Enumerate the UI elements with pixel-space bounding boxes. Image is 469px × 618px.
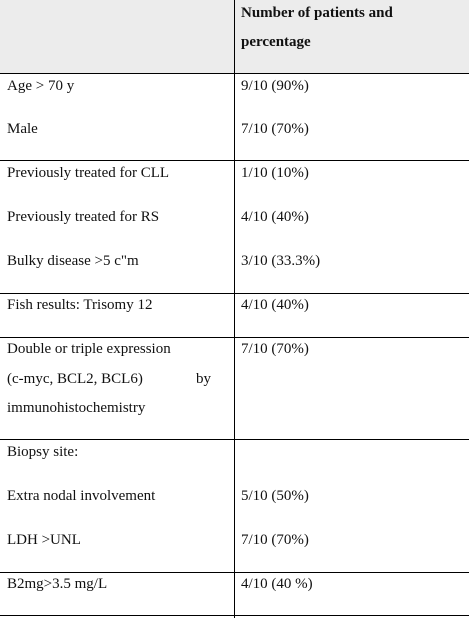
row-divider xyxy=(0,293,469,294)
column-divider xyxy=(234,0,235,618)
row-value-age: 9/10 (90%) xyxy=(241,78,309,94)
row-value-bulky: 3/10 (33.3%) xyxy=(241,253,321,269)
header-label-line2: percentage xyxy=(241,34,311,50)
row-value-ldh: 7/10 (70%) xyxy=(241,532,309,548)
row-divider xyxy=(0,160,469,161)
header-label-line1: Number of patients and xyxy=(241,5,393,21)
row-value-b2mg: 4/10 (40 %) xyxy=(241,576,313,592)
row-label-prev-rs: Previously treated for RS xyxy=(7,209,160,225)
row-divider xyxy=(0,73,469,74)
row-label-age: Age > 70 y xyxy=(7,78,75,94)
row-value-prev-rs: 4/10 (40%) xyxy=(241,209,309,225)
row-label-ldh: LDH >UNL xyxy=(7,532,81,548)
row-value-male: 7/10 (70%) xyxy=(241,121,309,137)
row-label-double-line2: (c-myc, BCL2, BCL6) by xyxy=(7,370,211,388)
row-label-double-by: by xyxy=(196,371,211,387)
row-label-biopsy: Biopsy site: xyxy=(7,444,79,460)
row-label-fish: Fish results: Trisomy 12 xyxy=(7,297,153,313)
row-value-extranodal: 5/10 (50%) xyxy=(241,488,309,504)
row-divider xyxy=(0,439,469,440)
row-value-double: 7/10 (70%) xyxy=(241,341,309,357)
row-label-prev-cll: Previously treated for CLL xyxy=(7,165,170,181)
row-label-double-line3: immunohistochemistry xyxy=(7,400,146,416)
row-divider xyxy=(0,572,469,573)
row-label-bulky: Bulky disease >5 c"m xyxy=(7,253,139,269)
row-divider xyxy=(0,615,469,616)
row-label-b2mg: B2mg>3.5 mg/L xyxy=(7,576,108,592)
row-label-extranodal: Extra nodal involvement xyxy=(7,488,156,504)
row-label-male: Male xyxy=(7,121,38,137)
row-label-double-markers: (c-myc, BCL2, BCL6) xyxy=(7,371,143,387)
row-value-prev-cll: 1/10 (10%) xyxy=(241,165,309,181)
row-divider xyxy=(0,337,469,338)
row-value-fish: 4/10 (40%) xyxy=(241,297,309,313)
row-label-double-line1: Double or triple expression xyxy=(7,341,171,357)
